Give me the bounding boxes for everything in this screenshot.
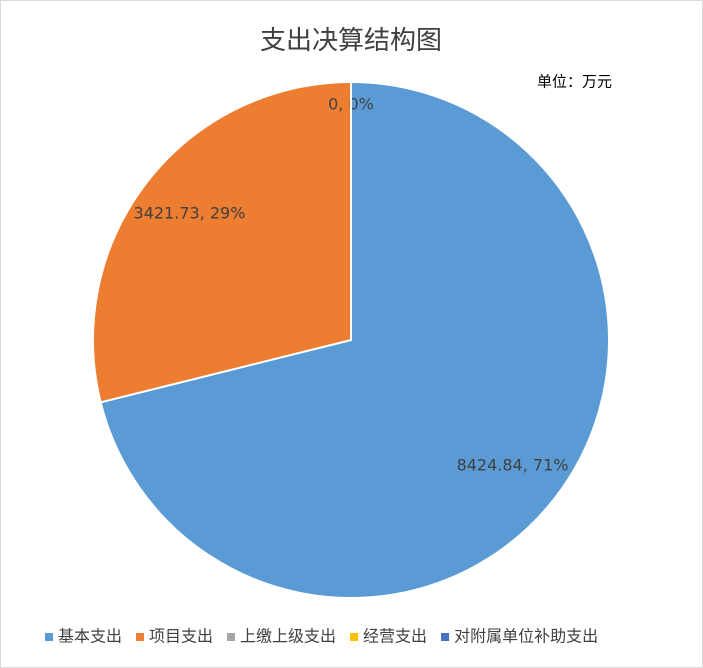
- legend-swatch: [136, 633, 145, 641]
- data-label: 8424.84, 71%: [457, 456, 569, 475]
- legend-label: 项目支出: [149, 627, 213, 646]
- legend-swatch: [350, 633, 359, 641]
- unit-label: 单位：万元: [537, 73, 612, 91]
- legend-swatch: [45, 633, 53, 641]
- chart-title: 支出决算结构图: [260, 26, 442, 56]
- legend-label: 上缴上级支出: [240, 627, 336, 646]
- pie-slice: [92, 80, 352, 404]
- legend-label: 经营支出: [363, 627, 427, 646]
- data-label: 3421.73, 29%: [134, 203, 246, 222]
- pie-slice: [99, 80, 610, 599]
- legend-label: 基本支出: [58, 627, 122, 646]
- legend-swatch: [227, 633, 236, 641]
- legend-swatch: [441, 633, 450, 641]
- legend-label: 对附属单位补助支出: [454, 627, 598, 646]
